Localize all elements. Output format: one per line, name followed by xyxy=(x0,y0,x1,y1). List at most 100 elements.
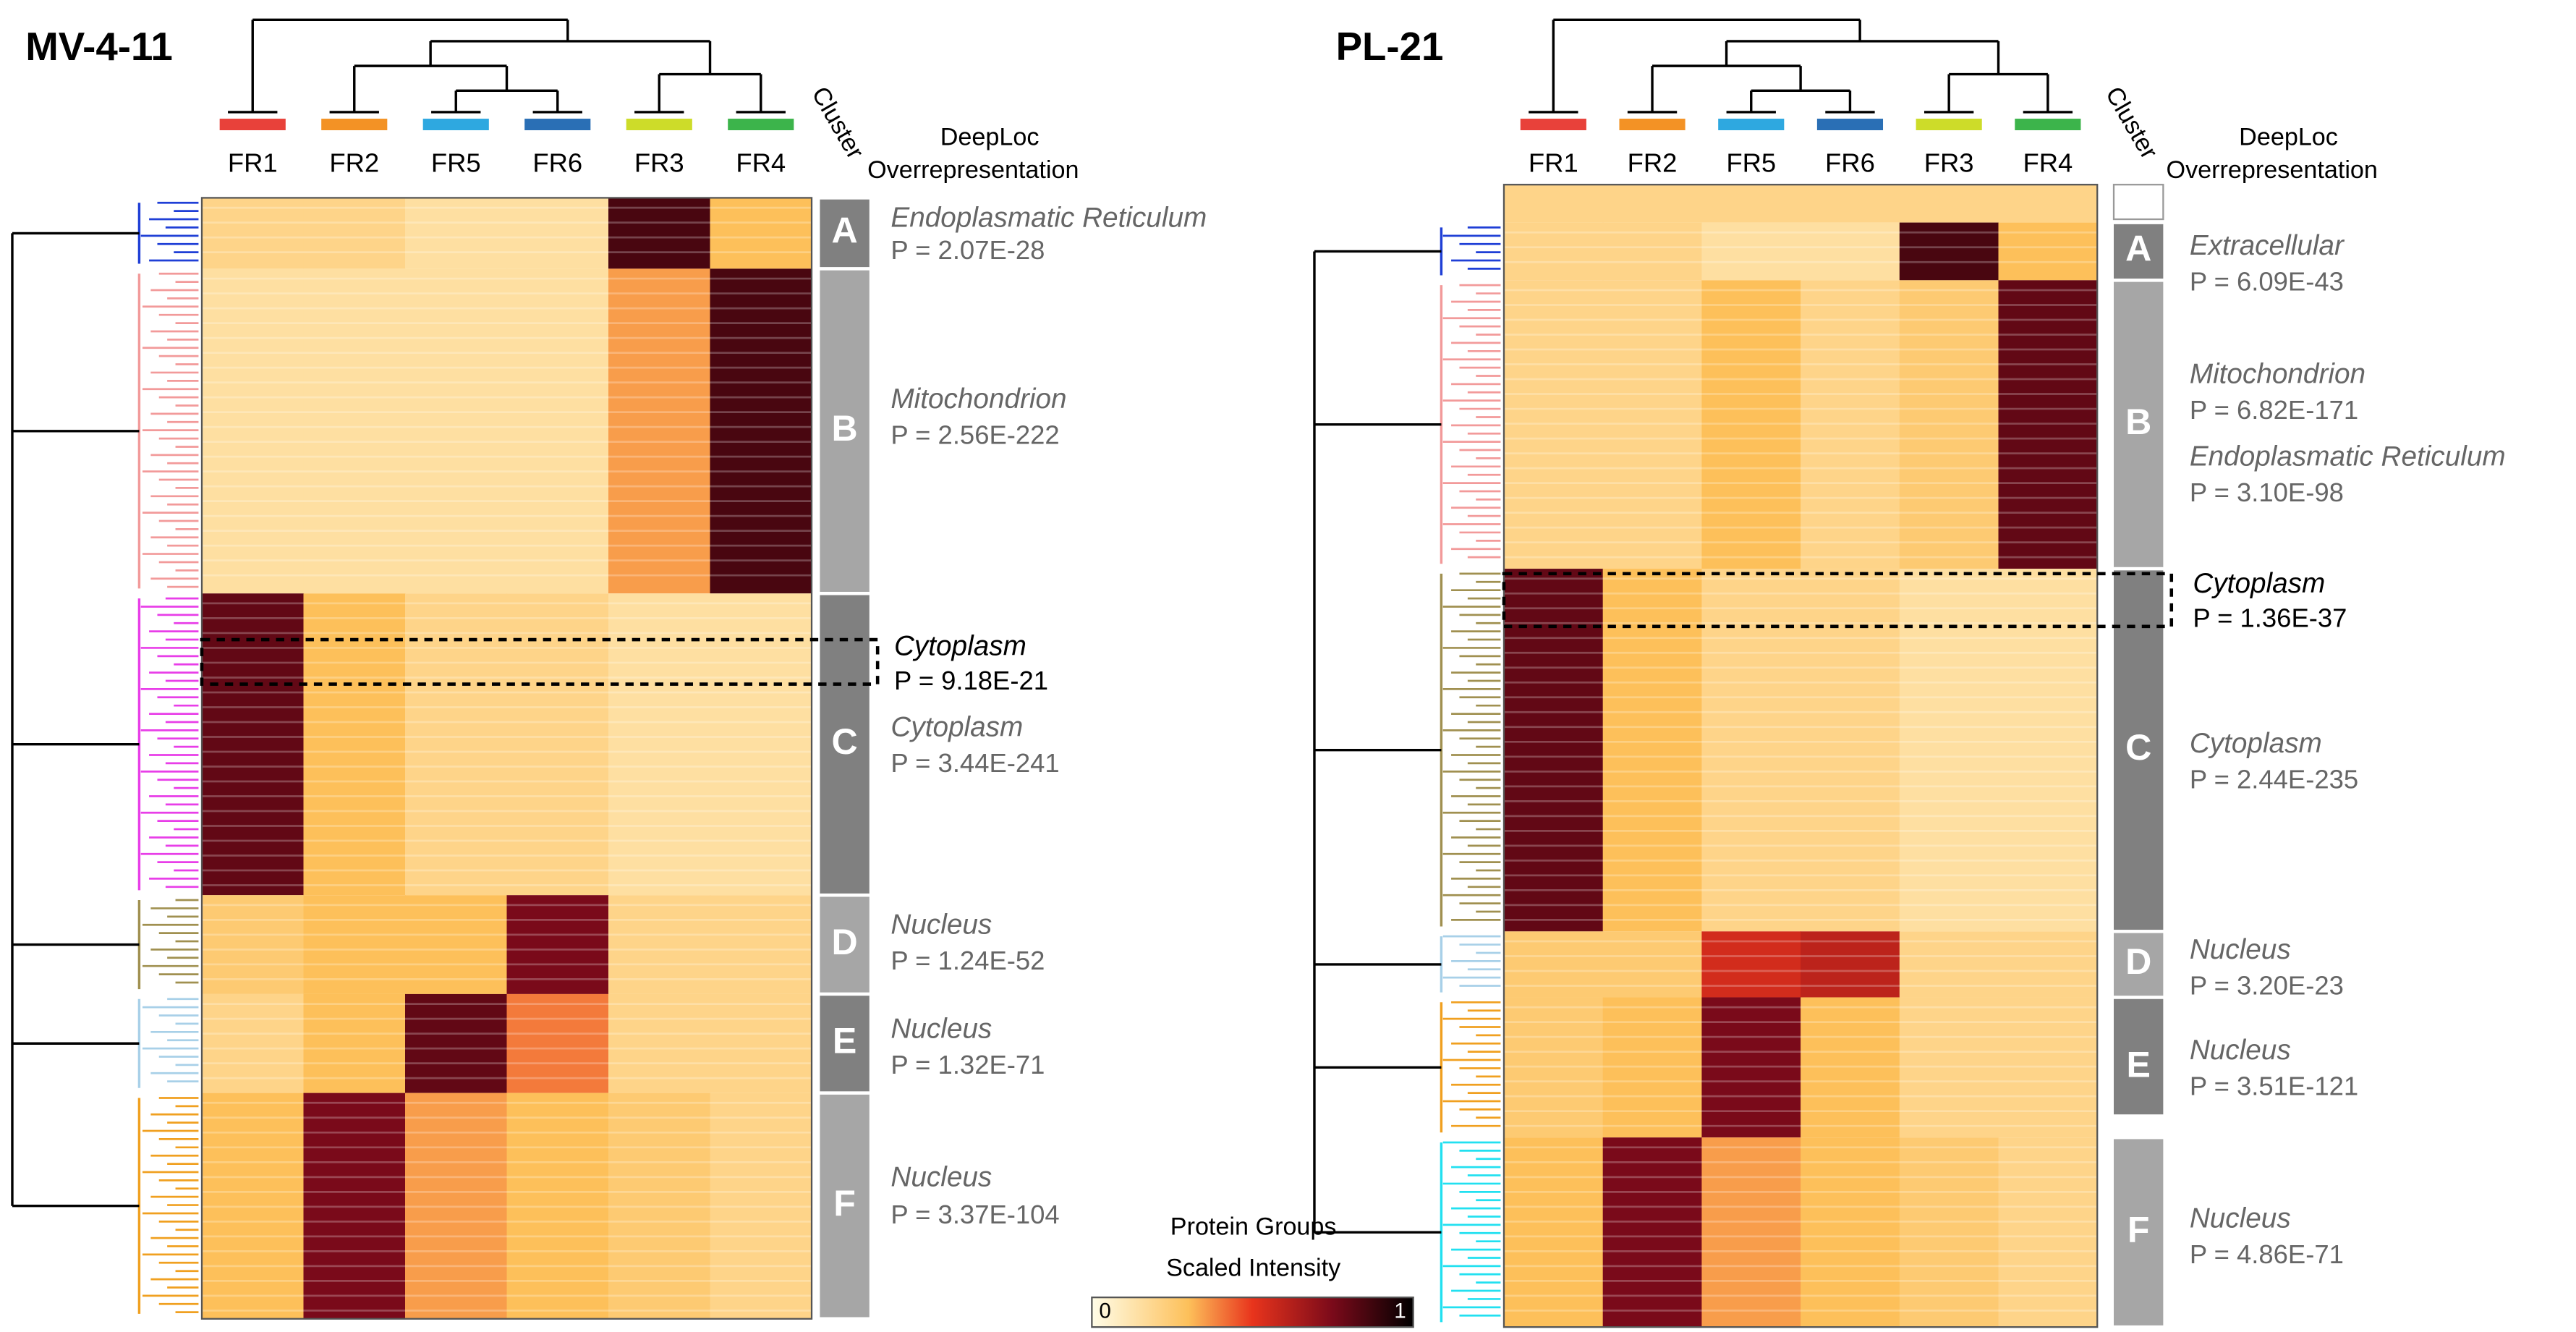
heatmap-cell xyxy=(1801,931,1900,998)
colorbar-title: Protein Groups xyxy=(1170,1213,1337,1240)
cluster-bar xyxy=(2114,224,2164,279)
fraction-label: FR3 xyxy=(1924,148,1974,177)
p-value-label: P = 3.37E-104 xyxy=(890,1200,1059,1229)
heatmap-cell xyxy=(1503,222,1604,281)
fraction-label: FR2 xyxy=(1628,148,1678,177)
p-value-label: P = 3.44E-241 xyxy=(890,748,1059,778)
heatmap-frame xyxy=(1502,184,2099,1328)
fraction-label: FR1 xyxy=(228,148,278,177)
heatmap-cell xyxy=(303,198,406,269)
heatmap-cell xyxy=(201,895,305,994)
highlight-localization: Cytoplasm xyxy=(2193,568,2325,599)
heatmap-cell xyxy=(710,198,812,269)
panel-title: MV-4-11 xyxy=(25,24,173,69)
fraction-label: FR6 xyxy=(532,148,582,177)
p-value-label: P = 1.32E-71 xyxy=(890,1050,1045,1079)
cluster-bar xyxy=(820,595,870,894)
heatmap-cell xyxy=(710,1093,812,1319)
heatmap-cell xyxy=(1701,222,1801,281)
heatmap-cell xyxy=(506,198,609,269)
cluster-bar xyxy=(2114,998,2164,1115)
heatmap-cell xyxy=(1503,931,1604,998)
heatmap-cell xyxy=(405,895,508,994)
fraction-color-bar xyxy=(626,119,692,130)
cluster-bar xyxy=(2114,570,2164,930)
heatmap-cell xyxy=(201,993,305,1093)
heatmap-cell xyxy=(506,593,609,896)
deeploc-header: Overrepresentation xyxy=(867,156,1079,184)
heatmap-cell xyxy=(608,268,711,594)
heatmap-cell xyxy=(608,1093,711,1319)
highlight-p-value: P = 9.18E-21 xyxy=(894,666,1048,695)
heatmap-cell xyxy=(1602,931,1703,998)
heatmap-cell xyxy=(710,593,812,896)
localization-label: Nucleus xyxy=(890,1013,992,1044)
panel-title: PL-21 xyxy=(1336,24,1444,69)
heatmap-cell xyxy=(1602,569,1703,932)
localization-label: Nucleus xyxy=(2190,1202,2291,1234)
fraction-color-bar xyxy=(321,119,388,130)
fraction-color-bar xyxy=(2015,119,2081,130)
heatmap-cell xyxy=(506,1093,609,1319)
heatmap-cell xyxy=(201,198,305,269)
deeploc-header: Overrepresentation xyxy=(2167,156,2378,184)
p-value-label: P = 3.51E-121 xyxy=(2190,1071,2358,1100)
fraction-color-bar xyxy=(728,119,794,130)
fraction-label: FR4 xyxy=(736,148,786,177)
heatmap-cell xyxy=(1801,1137,1900,1328)
fraction-label: FR5 xyxy=(1726,148,1776,177)
heatmap-cell xyxy=(506,268,609,594)
heatmap-cell xyxy=(608,993,711,1093)
p-value-label: P = 2.44E-235 xyxy=(2190,765,2358,794)
heatmap-cell xyxy=(303,895,406,994)
localization-label: Nucleus xyxy=(890,909,992,941)
p-value-label: P = 3.20E-23 xyxy=(2190,970,2344,1000)
cluster-bar xyxy=(820,1094,870,1318)
cluster-label: F xyxy=(2127,1209,2150,1250)
fraction-color-bar xyxy=(1718,119,1785,130)
cluster-label: A xyxy=(2125,229,2151,269)
heatmap-cell xyxy=(1998,931,2098,998)
heatmap-cell xyxy=(1899,1137,1999,1328)
cluster-label: A xyxy=(831,211,857,251)
heatmap-cell xyxy=(405,198,508,269)
cluster-label: C xyxy=(831,721,857,762)
localization-label: Endoplasmatic Reticulum xyxy=(2190,441,2506,472)
heatmap-cell xyxy=(405,268,508,594)
colorbar-title: Scaled Intensity xyxy=(1166,1254,1341,1281)
cluster-label: B xyxy=(831,408,857,449)
highlight-localization: Cytoplasm xyxy=(894,631,1026,662)
heatmap-cell xyxy=(608,593,711,896)
heatmap-cell xyxy=(1503,280,1604,569)
heatmap-cell xyxy=(1701,569,1801,932)
p-value-label: P = 3.10E-98 xyxy=(2190,478,2344,507)
fraction-color-bar xyxy=(1520,119,1586,130)
heatmap-cell xyxy=(303,993,406,1093)
deeploc-header: DeepLoc xyxy=(940,123,1040,150)
cluster-label: F xyxy=(833,1183,856,1223)
heatmap-cell xyxy=(405,593,508,896)
heatmap-cell xyxy=(1503,997,1604,1138)
fraction-label: FR3 xyxy=(634,148,684,177)
localization-label: Endoplasmatic Reticulum xyxy=(890,202,1207,233)
cluster-label: C xyxy=(2125,727,2151,768)
heatmap-cell xyxy=(1801,222,1900,281)
fraction-label: FR6 xyxy=(1825,148,1875,177)
p-value-label: P = 2.07E-28 xyxy=(890,235,1045,265)
localization-label: Nucleus xyxy=(2190,934,2291,965)
heatmap-cell xyxy=(1701,931,1801,998)
cluster-label: D xyxy=(831,922,857,962)
heatmap-cell xyxy=(506,895,609,994)
localization-label: Mitochondrion xyxy=(2190,359,2365,390)
heatmap-cell xyxy=(1998,569,2098,932)
cluster-bar xyxy=(820,199,870,268)
p-value-label: P = 6.09E-43 xyxy=(2190,267,2344,297)
cluster-label: E xyxy=(833,1021,856,1061)
heatmap-cell xyxy=(1602,1137,1703,1328)
heatmap-cell xyxy=(1998,997,2098,1138)
localization-label: Cytoplasm xyxy=(890,711,1023,742)
cluster-bar-blank xyxy=(2112,184,2164,221)
fraction-color-bar xyxy=(219,119,286,130)
heatmap-cell xyxy=(1801,280,1900,569)
